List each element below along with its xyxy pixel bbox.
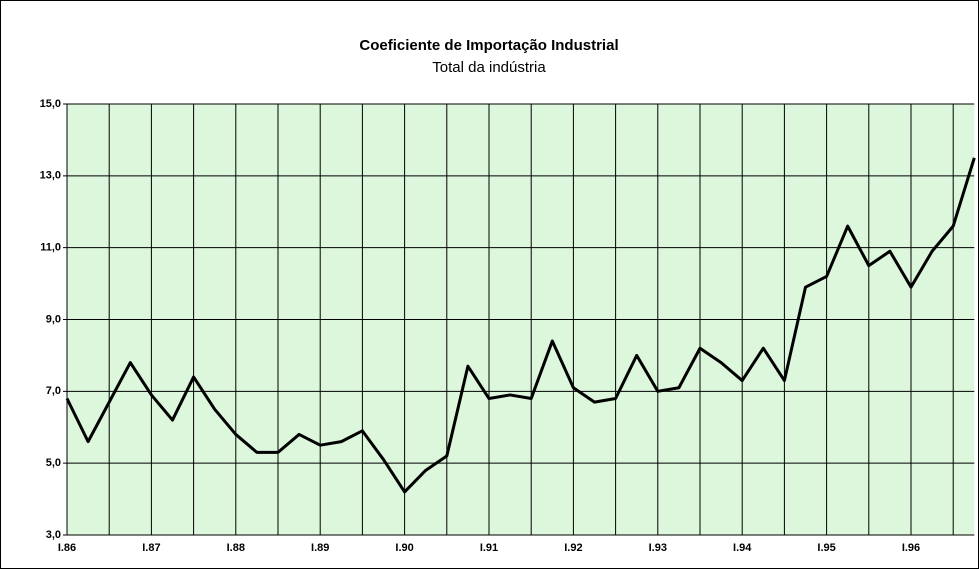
x-tick-label: I.90 [395,542,413,554]
x-tick-label: I.95 [817,542,835,554]
x-tick-label: I.93 [649,542,667,554]
y-tick-label: 15,0 [40,98,61,110]
y-tick-label: 11,0 [40,242,61,254]
x-tick-label: I.89 [311,542,329,554]
x-tick-label: I.96 [902,542,920,554]
y-tick-label: 13,0 [40,170,61,182]
y-tick-label: 5,0 [46,457,61,469]
chart-subtitle: Total da indústria [432,59,546,76]
chart-title: Coeficiente de Importação Industrial [359,37,618,54]
x-tick-label: I.87 [142,542,160,554]
y-tick-label: 9,0 [46,313,61,325]
y-tick-label: 7,0 [46,385,61,397]
y-tick-label: 3,0 [46,529,61,541]
data-line [65,157,976,494]
x-tick-label: I.94 [733,542,752,554]
x-tick-label: I.91 [480,542,498,554]
x-tick-label: I.88 [227,542,245,554]
x-tick-label: I.86 [58,542,76,554]
x-tick-label: I.92 [564,542,582,554]
